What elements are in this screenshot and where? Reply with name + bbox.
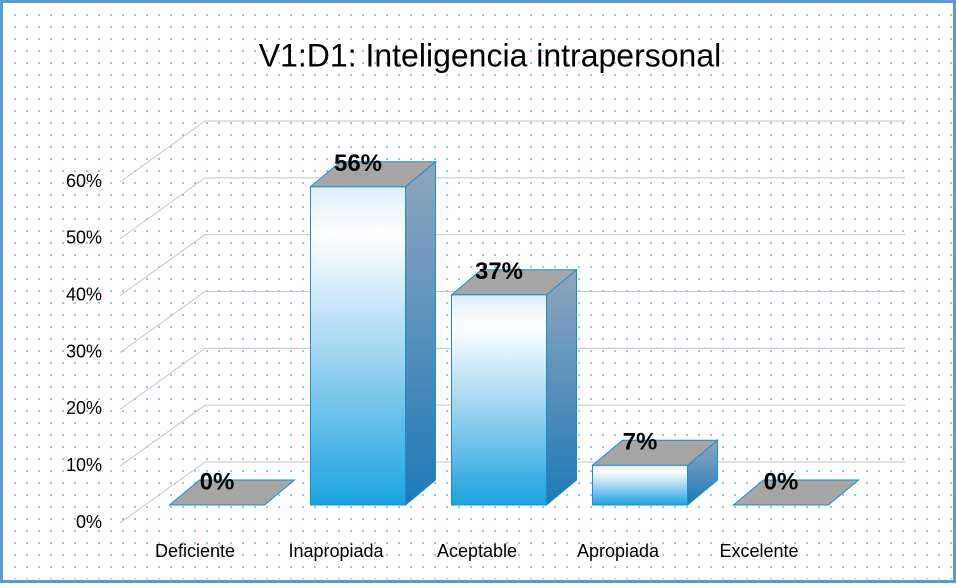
y-tick-label: 20% [66,398,102,418]
bar-front [592,464,688,506]
grid-line [119,291,905,353]
data-label: 56% [334,150,382,177]
bar-top [732,479,860,506]
bar-top [450,269,578,296]
bar-top [168,479,296,506]
x-tick-label: Deficiente [155,541,235,561]
bar-side [546,268,577,507]
y-tick-label: 40% [66,284,102,304]
y-tick-label: 30% [66,341,102,361]
grid-line [119,234,905,297]
grid-line [119,347,905,410]
bar-top [591,439,719,466]
y-tick-label: 0% [76,512,102,532]
y-tick-label: 60% [66,171,102,191]
x-tick-label: Inapropiada [288,541,384,561]
grid-line [119,177,905,240]
x-tick-label: Excelente [719,541,798,561]
data-label: 37% [475,258,523,285]
x-tick-label: Apropiada [577,541,660,561]
bar-top [309,161,437,188]
y-tick-label: 50% [66,228,102,248]
bar-side [405,160,436,507]
data-label: 7% [623,429,658,456]
chart-title: V1:D1: Inteligencia intrapersonal [259,37,722,73]
x-tick-label: Aceptable [437,541,517,561]
grid-line [119,120,905,183]
bar-front [310,186,406,506]
y-tick-label: 10% [66,455,102,475]
data-label: 0% [200,468,235,495]
grid-line [119,404,905,467]
data-label: 0% [764,468,799,495]
bar-front [451,294,547,506]
